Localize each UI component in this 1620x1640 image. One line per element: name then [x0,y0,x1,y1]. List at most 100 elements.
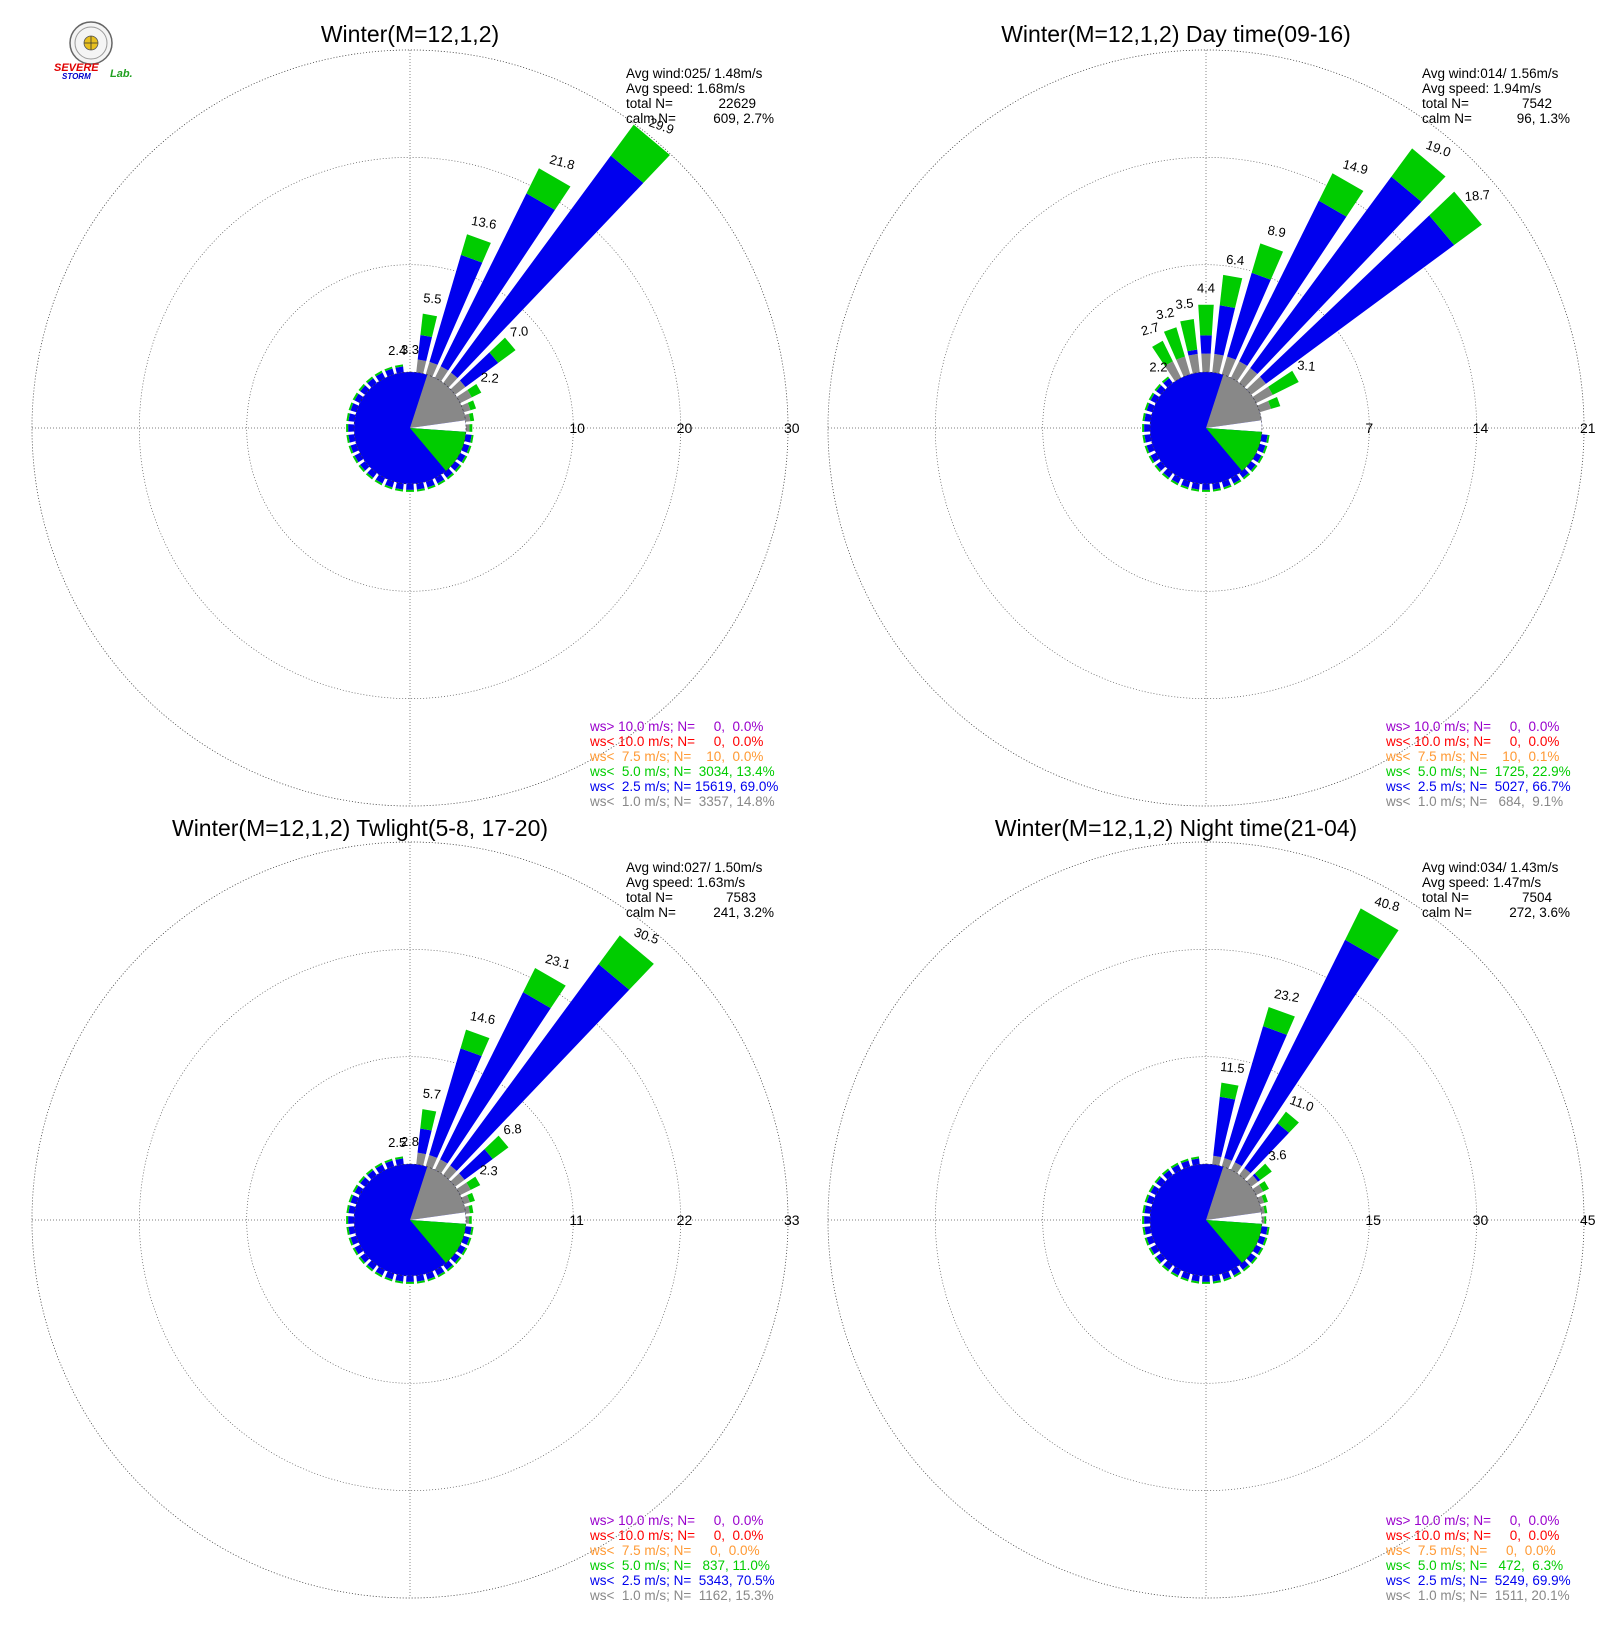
ring-label: 7 [1365,420,1373,436]
spoke-value-label: 3.5 [1175,295,1194,312]
spoke-calm-segment [1188,353,1200,374]
speed-class-pie [1149,371,1263,485]
spoke-value-label: 3.3 [401,342,419,357]
minor-tick-tip [1242,472,1251,480]
spoke-calm-segment [1246,376,1267,395]
spoke-calm-segment [1239,1167,1251,1180]
minor-tick [395,482,404,490]
minor-tick-tip [384,366,393,372]
stat-line: Avg wind:014/ 1.56m/s [1422,66,1559,81]
minor-tick [1144,434,1152,443]
minor-tick-tip [461,455,468,464]
direction-spokes: 5.513.621.829.97.02.2 [416,114,676,432]
spoke-value-label: 23.2 [1273,986,1301,1005]
minor-direction-ticks [1142,1156,1270,1284]
legend-entry: ws< 7.5 m/s; N= 0, 0.0% [1385,1543,1556,1558]
legend-entry: ws< 5.0 m/s; N= 472, 6.3% [1385,1558,1563,1573]
minor-tick-tip [1142,412,1146,422]
minor-tick [1212,482,1221,490]
minor-tick [385,368,395,377]
spoke-low-speed-segment [450,155,644,379]
minor-tick-tip [348,402,354,411]
minor-tick-tip [1144,1194,1150,1203]
minor-tick-tip [352,455,359,464]
spoke-value-label: 2.7 [1139,319,1160,338]
minor-tick-tip [1223,484,1232,490]
grid-ring-2 [934,948,1478,1492]
spoke-calm-segment [434,366,449,382]
minor-tick-tip [1223,1276,1232,1282]
legend-entry: ws< 10.0 m/s; N= 0, 0.0% [1385,734,1559,749]
minor-tick-tip [437,1271,446,1278]
spoke-mid-speed-segment [526,168,571,210]
minor-tick [1144,1226,1152,1235]
minor-tick-tip [365,1264,374,1272]
minor-tick-tip [1148,455,1155,464]
legend-entry: ws< 2.5 m/s; N= 5343, 70.5% [589,1573,775,1588]
direction-spokes: 5.7 14.6 23.1 30.5 6.8 2.3 [416,924,661,1224]
minor-direction-ticks: 2.43.3 [346,342,474,492]
minor-tick [464,434,472,443]
stat-line: Avg wind:025/ 1.48m/s [626,66,763,81]
spoke-low-speed-segment [440,193,555,371]
minor-tick-tip [1212,488,1222,492]
spoke-mid-speed-segment [1198,304,1214,336]
ring-label: 30 [1473,1212,1489,1228]
minor-tick-tip [365,472,374,480]
minor-tick [367,468,377,478]
minor-tick [1260,1226,1268,1235]
speed-legend: ws> 10.0 m/s; N= 0, 0.0%ws< 10.0 m/s; N=… [589,1513,775,1603]
pie-outline [353,1163,467,1277]
spoke-low-speed-segment [1234,939,1380,1167]
spoke-mid-speed-segment [460,234,491,263]
lab-logo: SEVERE STORM Lab. [54,21,133,81]
grid-ring-2 [934,156,1478,700]
minor-tick-tip [1262,1237,1268,1246]
minor-tick [416,1274,425,1282]
spoke-mid-speed-segment [1152,340,1173,366]
minor-direction-ticks: 2.2 [1142,359,1270,492]
minor-tick [1163,1260,1173,1270]
spoke-mid-speed-segment [1429,191,1482,246]
legend-entry: ws> 10.0 m/s; N= 0, 0.0% [1385,719,1559,734]
spoke-calm-segment [1257,400,1272,413]
minor-tick [1191,482,1200,490]
minor-tick [406,1275,414,1282]
minor-tick-tip [446,472,455,480]
minor-tick-tip [384,484,393,490]
stat-line: total N= [626,890,673,905]
spoke-calm-segment [1252,386,1273,404]
spoke-calm-segment [1176,356,1191,377]
spoke-mid-speed-segment [1261,1194,1268,1203]
ring-label: 10 [569,420,585,436]
minor-tick [348,434,356,443]
spoke-calm-segment [1246,1175,1259,1187]
minor-tick [1144,1216,1151,1224]
legend-entry: ws< 1.0 m/s; N= 684, 9.1% [1385,794,1563,809]
legend-entry: ws< 1.0 m/s; N= 3357, 14.8% [589,794,775,809]
minor-tick-tip [394,1156,404,1160]
minor-tick-tip [1233,1271,1242,1278]
spoke-mid-speed-segment [1259,1181,1269,1192]
minor-tick [395,366,404,374]
spoke-low-speed-segment [1250,176,1422,375]
spoke-value-label: 7.0 [510,323,529,340]
minor-tick-tip [1257,1247,1264,1256]
spoke-mid-speed-segment [467,383,482,398]
minor-tick [425,479,435,488]
stat-line: calm N= [1422,905,1472,920]
minor-tick-tip [352,392,359,401]
spoke-calm-segment [1252,1184,1264,1196]
minor-tick-tip [1170,479,1179,486]
spoke-low-speed-segment [1187,349,1198,356]
minor-tick-tip [1250,464,1258,473]
spoke-value-label: 21.8 [548,152,576,173]
minor-tick-tip [374,1271,383,1278]
spoke-value-label: 6.4 [1226,252,1245,269]
minor-tick-tip [1142,1226,1146,1236]
minor-tick [1239,468,1249,478]
spoke-calm-segment [464,413,471,422]
spoke-value-label: 11.5 [1220,1059,1246,1076]
